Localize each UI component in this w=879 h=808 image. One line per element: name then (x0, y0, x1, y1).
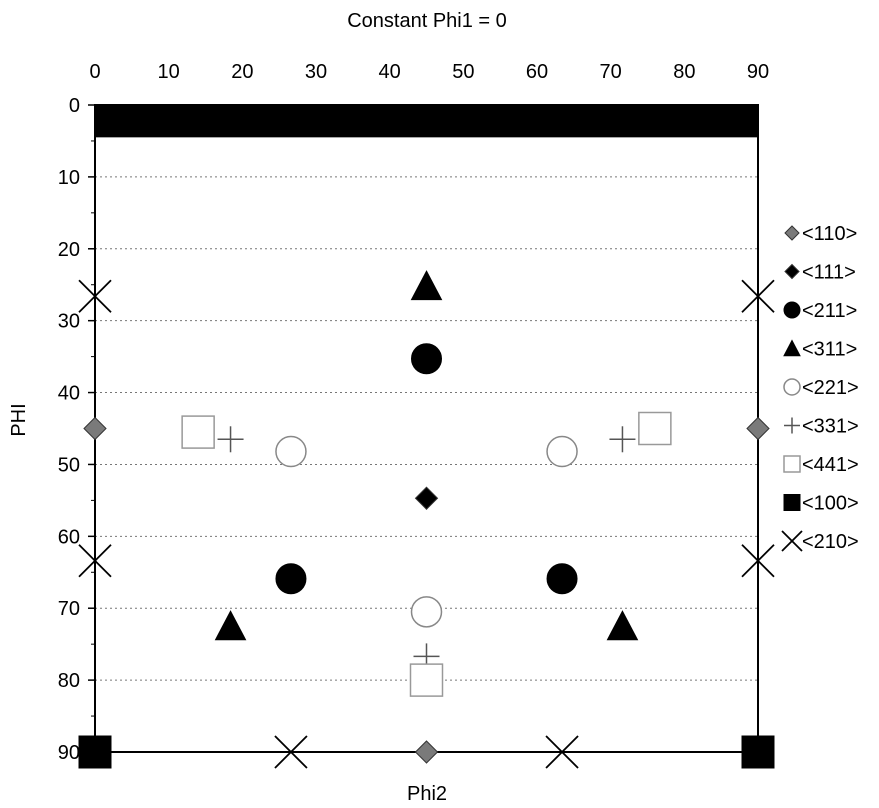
y-tick-label: 0 (69, 95, 80, 117)
point-331 (217, 426, 244, 453)
x-b (781, 530, 803, 552)
y-tick-label: 30 (58, 311, 80, 333)
point-100 (741, 735, 775, 769)
point-441 (409, 663, 444, 697)
top-band (95, 105, 758, 138)
y-tick-label: 40 (58, 383, 80, 405)
point-441 (638, 411, 672, 446)
x-b (545, 735, 579, 769)
y-tick-label: 60 (58, 526, 80, 548)
y-axis-label: PHI (8, 403, 30, 436)
point-210 (78, 544, 112, 578)
x-b (78, 544, 112, 578)
legend-label-441: <441> (802, 454, 859, 476)
x-tick-label: 40 (379, 61, 401, 83)
x-tick-label: 0 (89, 61, 100, 83)
point-100 (78, 735, 112, 769)
x-b (274, 735, 308, 769)
point-110 (746, 416, 770, 441)
point-441 (181, 415, 215, 449)
point-311 (606, 610, 639, 641)
point-111 (414, 486, 439, 510)
x-tick-label: 50 (452, 61, 474, 83)
x-tick-label: 60 (526, 61, 548, 83)
legend-item-210: <210> (781, 530, 859, 553)
x-b (78, 279, 112, 313)
legend-label-100: <100> (802, 493, 859, 515)
legend-label-210: <210> (802, 531, 859, 553)
point-221 (410, 596, 443, 628)
y-axis-ticks: 0 10 20 30 40 50 60 70 80 90 (58, 95, 95, 764)
y-tick-label: 10 (58, 167, 80, 189)
point-110 (83, 416, 107, 441)
legend-item-111: <111> (784, 262, 856, 284)
y-tick-label: 70 (58, 598, 80, 620)
point-211 (275, 563, 307, 595)
y-tick-label: 80 (58, 670, 80, 692)
point-210 (741, 279, 775, 313)
chart-title: Constant Phi1 = 0 (347, 10, 507, 32)
legend-marker-100 (783, 494, 801, 511)
x-tick-label: 30 (305, 61, 327, 83)
legend-marker-311 (783, 339, 801, 357)
legend-item-221: <221> (783, 377, 859, 399)
legend-label-311: <311> (802, 339, 857, 361)
point-211 (411, 343, 442, 375)
legend-label-110: <110> (802, 223, 857, 245)
x-b (741, 544, 775, 578)
legend-marker-441 (783, 455, 801, 473)
point-221 (275, 435, 307, 468)
legend-marker-210 (781, 530, 803, 552)
point-210 (741, 544, 775, 578)
legend-item-441: <441> (783, 454, 859, 476)
legend-item-311: <311> (783, 339, 857, 361)
y-tick-label: 50 (58, 454, 80, 476)
data-points (78, 270, 775, 769)
x-tick-label: 10 (158, 61, 180, 83)
point-311 (214, 610, 247, 641)
legend-item-331: <331> (784, 416, 859, 438)
legend-marker-110 (784, 225, 800, 241)
legend-label-331: <331> (802, 416, 859, 438)
x-tick-label: 80 (673, 61, 695, 83)
point-221 (546, 435, 578, 468)
x-axis-label: Phi2 (407, 783, 447, 805)
point-210 (545, 735, 579, 769)
legend: <110> <111> <211> <311> <221> <331> <441> <100>… (781, 223, 859, 553)
x-axis-ticks: 0 10 20 30 40 50 60 70 80 90 (89, 61, 769, 111)
legend-item-211: <211> (783, 300, 857, 322)
point-311 (410, 270, 443, 301)
legend-marker-331 (784, 417, 800, 434)
point-210 (274, 735, 308, 769)
legend-marker-211 (783, 301, 801, 319)
legend-label-111: <111> (802, 262, 856, 284)
legend-label-211: <211> (802, 300, 857, 322)
legend-marker-221 (783, 378, 801, 396)
legend-label-221: <221> (802, 377, 859, 399)
point-210 (78, 279, 112, 313)
x-tick-label: 90 (747, 61, 769, 83)
x-b (741, 279, 775, 313)
x-tick-label: 20 (231, 61, 253, 83)
legend-item-100: <100> (783, 493, 859, 515)
legend-item-110: <110> (784, 223, 857, 245)
point-110 (414, 740, 439, 764)
y-tick-label: 20 (58, 239, 80, 261)
top-band-rect (95, 105, 758, 138)
x-tick-label: 70 (600, 61, 622, 83)
point-211 (546, 563, 578, 595)
y-tick-label: 90 (58, 742, 80, 764)
legend-marker-111 (784, 263, 800, 280)
point-331 (609, 426, 636, 453)
